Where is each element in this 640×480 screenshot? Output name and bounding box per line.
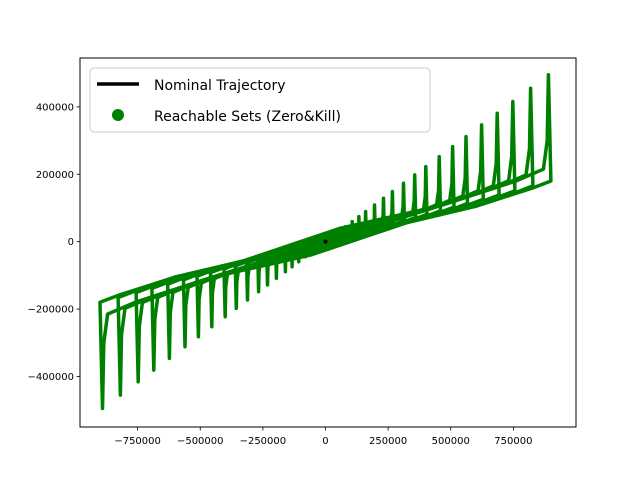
axes-frame [79, 57, 577, 428]
y-tick-label: 0 [68, 237, 74, 248]
y-tick-label: −400000 [27, 372, 74, 383]
x-tick-label: 750000 [494, 436, 532, 447]
y-tick-label: 400000 [36, 102, 74, 113]
legend-box [89, 67, 431, 133]
y-tick-label: 200000 [36, 170, 74, 181]
legend-circle-marker [112, 109, 124, 121]
x-axis-ticks: −750000 −500000 −250000 0 250000 500000 750000 [114, 427, 532, 447]
y-axis-ticks: −400000 −200000 0 200000 400000 [27, 102, 80, 383]
legend: Nominal Trajectory Reachable Sets (Zero&… [89, 67, 431, 133]
plot-content [98, 73, 553, 411]
legend-label-reachable: Reachable Sets (Zero&Kill) [154, 109, 341, 125]
x-tick-label: 0 [322, 436, 328, 447]
nominal-trajectory [323, 239, 328, 244]
x-tick-label: 250000 [369, 436, 407, 447]
legend-label-nominal: Nominal Trajectory [154, 78, 285, 94]
x-tick-label: −250000 [240, 436, 287, 447]
x-tick-label: −750000 [114, 436, 161, 447]
x-tick-label: 500000 [432, 436, 470, 447]
x-tick-label: −500000 [177, 436, 224, 447]
reachable-set-17 [303, 224, 348, 259]
y-tick-label: −200000 [27, 305, 74, 316]
